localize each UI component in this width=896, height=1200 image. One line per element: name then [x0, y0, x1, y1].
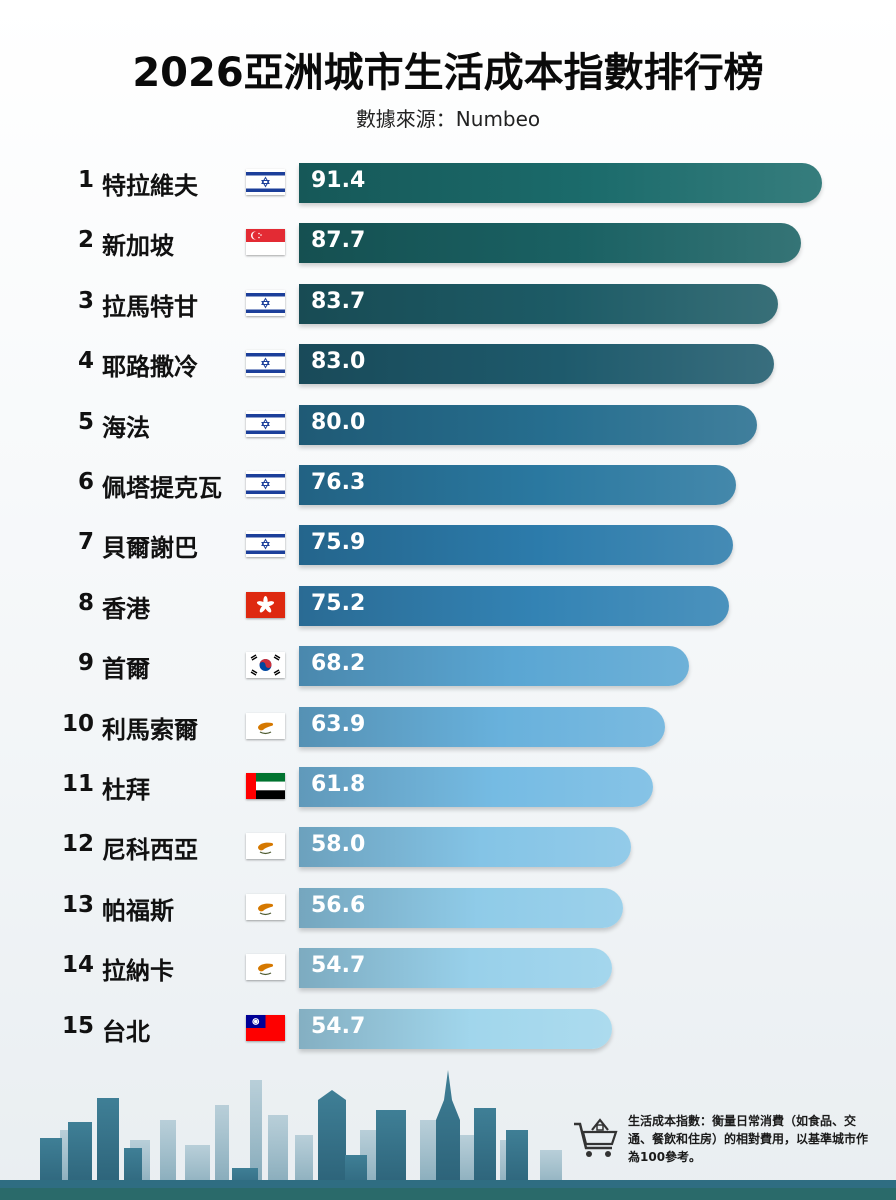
israel-flag-icon — [246, 531, 285, 558]
bar — [299, 525, 734, 566]
hong-kong-flag-icon — [246, 591, 285, 618]
rank-label: 11 — [61, 771, 94, 797]
chart-row: 7 貝爾謝巴 75.9 — [0, 525, 896, 566]
footnote: 生活成本指數：衡量日常消費（如食品、交通、餐飲和住房）的相對費用，以基準城市作為… — [628, 1114, 869, 1164]
singapore-flag-icon — [246, 229, 285, 256]
category-label: 首爾 — [102, 655, 150, 684]
chart-row: 9 首爾 68.2 — [0, 646, 896, 687]
bar — [299, 646, 690, 687]
category-label: 利馬索爾 — [102, 715, 198, 744]
bar — [299, 163, 822, 203]
chart-row: 15 台北 54.7 — [0, 1008, 896, 1049]
data-label: 61.8 — [311, 772, 366, 797]
category-label: 佩塔提克瓦 — [102, 474, 222, 502]
category-label: 貝爾謝巴 — [102, 534, 198, 563]
data-label: 83.0 — [311, 349, 366, 375]
bar — [299, 283, 778, 324]
category-label: 杜拜 — [102, 776, 150, 804]
rank-label: 15 — [61, 1012, 94, 1039]
page-subtitle: 數據來源：Numbeo — [355, 107, 541, 131]
rank-label: 9 — [77, 650, 94, 677]
data-label: 58.0 — [311, 832, 366, 858]
chart-row: 3 拉馬特甘 83.7 — [0, 283, 896, 324]
category-label: 拉納卡 — [102, 957, 174, 986]
chart-row: 1 特拉維夫 91.4 — [0, 163, 896, 203]
city-skyline-icon — [0, 1070, 896, 1200]
south-korea-flag-icon — [246, 652, 285, 679]
cyprus-flag-icon — [246, 954, 285, 981]
chart-row: 5 海法 80.0 — [0, 404, 896, 445]
rank-label: 14 — [61, 952, 94, 979]
rank-label: 1 — [77, 167, 94, 193]
category-label: 海法 — [102, 413, 150, 442]
bar — [299, 404, 757, 445]
data-label: 87.7 — [311, 228, 366, 254]
rank-label: 12 — [61, 831, 94, 858]
bar — [299, 1008, 612, 1049]
israel-flag-icon — [246, 350, 285, 377]
data-label: 75.2 — [311, 590, 366, 616]
data-label: 54.7 — [311, 1013, 366, 1039]
data-label: 83.7 — [311, 288, 366, 314]
rank-label: 13 — [61, 891, 94, 918]
data-label: 91.4 — [311, 168, 366, 193]
rank-label: 2 — [77, 227, 94, 254]
data-label: 75.9 — [311, 530, 366, 556]
rank-label: 5 — [77, 408, 94, 435]
category-label: 耶路撒冷 — [102, 353, 198, 382]
category-label: 香港 — [102, 594, 150, 623]
cyprus-flag-icon — [246, 893, 285, 920]
data-label: 76.3 — [311, 470, 366, 495]
bar — [299, 767, 653, 807]
category-label: 特拉維夫 — [102, 172, 198, 200]
cyprus-flag-icon — [246, 712, 285, 739]
israel-flag-icon — [246, 410, 285, 437]
chart-row: 11 杜拜 61.8 — [0, 767, 896, 807]
category-label: 台北 — [102, 1017, 150, 1046]
bar — [299, 344, 774, 385]
data-label: 63.9 — [311, 711, 366, 737]
taiwan-flag-icon — [246, 1014, 285, 1041]
category-label: 新加坡 — [102, 232, 174, 261]
bar — [299, 948, 612, 989]
chart-row: 2 新加坡 87.7 — [0, 223, 896, 264]
chart-row: 10 利馬索爾 63.9 — [0, 706, 896, 747]
rank-label: 4 — [77, 348, 94, 375]
rank-label: 7 — [77, 529, 94, 556]
rank-label: 8 — [77, 589, 94, 616]
rank-label: 10 — [61, 710, 94, 737]
data-label: 80.0 — [311, 409, 366, 435]
israel-flag-icon — [246, 169, 285, 195]
chart-row: 6 佩塔提克瓦 76.3 — [0, 465, 896, 505]
data-label: 68.2 — [311, 651, 366, 677]
cyprus-flag-icon — [246, 833, 285, 860]
rank-label: 3 — [77, 287, 94, 314]
data-label: 54.7 — [311, 953, 366, 979]
israel-flag-icon — [246, 289, 285, 316]
category-label: 尼科西亞 — [102, 836, 198, 865]
chart-row: 12 尼科西亞 58.0 — [0, 827, 896, 868]
chart-row: 8 香港 75.2 — [0, 585, 896, 626]
category-label: 帕福斯 — [102, 896, 174, 925]
chart-row: 4 耶路撒冷 83.0 — [0, 344, 896, 385]
category-label: 拉馬特甘 — [102, 292, 198, 321]
data-label: 56.6 — [311, 892, 366, 918]
bar — [299, 827, 631, 868]
israel-flag-icon — [246, 471, 285, 497]
bar — [299, 465, 736, 505]
rank-label: 6 — [77, 469, 94, 495]
page-title: 2026亞洲城市生活成本指數排行榜 — [132, 50, 764, 96]
bar — [299, 585, 730, 626]
bar — [299, 223, 801, 264]
shopping-cart-house-icon — [574, 1118, 618, 1157]
bar — [299, 706, 665, 747]
chart-row: 14 拉納卡 54.7 — [0, 948, 896, 989]
chart-row: 13 帕福斯 56.6 — [0, 887, 896, 928]
bar — [299, 887, 623, 928]
uae-flag-icon — [246, 773, 285, 799]
